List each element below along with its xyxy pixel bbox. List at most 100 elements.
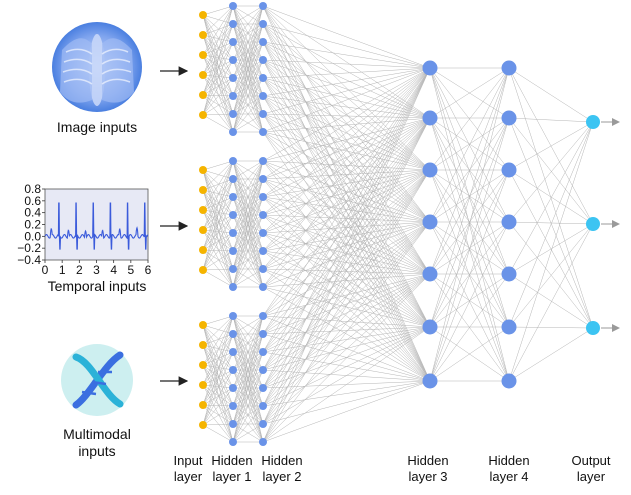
- edge: [232, 315, 264, 371]
- hidden-layer-3-label-1: Hidden: [407, 453, 448, 468]
- edge: [508, 223, 594, 275]
- y-tick-label: 0.6: [24, 194, 41, 208]
- edge: [232, 160, 264, 198]
- edge: [202, 333, 234, 406]
- edge: [262, 117, 431, 425]
- edge: [262, 169, 431, 371]
- edge: [262, 326, 431, 371]
- dna-helix-icon: [61, 344, 133, 416]
- hidden2-node: [259, 193, 267, 201]
- input-node: [199, 186, 207, 194]
- hidden2-node: [259, 438, 267, 446]
- edge: [429, 67, 510, 119]
- edge: [202, 424, 234, 443]
- edge: [232, 160, 264, 180]
- edge: [262, 67, 431, 407]
- edge: [262, 67, 431, 317]
- edge: [202, 5, 234, 96]
- input-node: [199, 381, 207, 389]
- edge: [202, 77, 234, 96]
- edge: [262, 117, 431, 133]
- edge: [202, 189, 234, 198]
- edge: [429, 326, 510, 382]
- edge: [202, 178, 234, 191]
- edge: [202, 41, 234, 56]
- edge: [262, 41, 431, 119]
- edge: [202, 324, 234, 425]
- edge: [202, 59, 234, 76]
- edge: [429, 117, 510, 171]
- edge: [262, 380, 431, 407]
- input-layer-label-2: layer: [174, 469, 203, 484]
- edge: [232, 113, 264, 133]
- hidden2-node: [259, 330, 267, 338]
- hidden4-node: [501, 214, 517, 230]
- output-node: [586, 321, 600, 335]
- edge: [202, 229, 234, 288]
- edge: [508, 169, 594, 225]
- edge: [262, 196, 431, 275]
- edge: [262, 169, 431, 234]
- input-node: [199, 51, 207, 59]
- edge: [232, 160, 264, 270]
- edge: [202, 169, 234, 288]
- edge: [262, 326, 431, 335]
- edge: [202, 364, 234, 371]
- input-arrows: [160, 66, 189, 386]
- edge: [202, 34, 234, 79]
- hidden-layer-4-label-1: Hidden: [488, 453, 529, 468]
- edge: [202, 209, 234, 288]
- edge: [262, 286, 431, 328]
- edge: [202, 160, 234, 211]
- edge: [202, 404, 234, 407]
- edge: [202, 209, 234, 234]
- output-node: [586, 217, 600, 231]
- edge: [232, 196, 264, 288]
- image-inputs-caption: Image inputs: [57, 119, 137, 135]
- edge: [202, 59, 234, 96]
- edge: [262, 23, 431, 171]
- edge: [232, 160, 264, 288]
- edge: [202, 229, 234, 252]
- hidden3-node: [422, 266, 438, 282]
- edge: [429, 117, 510, 328]
- edge: [262, 23, 431, 275]
- edge: [202, 315, 234, 426]
- edge: [202, 77, 234, 116]
- edge: [262, 178, 431, 275]
- hidden1-node: [229, 128, 237, 136]
- edge: [202, 34, 234, 61]
- hidden1-node: [229, 283, 237, 291]
- edge: [262, 326, 431, 425]
- edge: [508, 121, 594, 275]
- input-node: [199, 206, 207, 214]
- edge: [262, 41, 431, 223]
- y-tick-label: −0.2: [17, 241, 41, 255]
- hidden4-node: [501, 110, 517, 126]
- hidden1-node: [229, 384, 237, 392]
- edge: [262, 77, 431, 171]
- edge: [202, 351, 234, 406]
- hidden1-node: [229, 247, 237, 255]
- edge: [232, 41, 264, 133]
- input-node: [199, 321, 207, 329]
- hidden2-node: [259, 283, 267, 291]
- edge: [202, 169, 234, 180]
- edge: [202, 333, 234, 426]
- edge: [508, 326, 594, 329]
- edge: [262, 169, 431, 216]
- edge: [262, 67, 431, 371]
- edge: [202, 14, 234, 25]
- hidden2-node: [259, 92, 267, 100]
- edge: [262, 5, 431, 223]
- edge: [202, 232, 234, 271]
- x-tick-label: 2: [76, 263, 83, 277]
- x-tick-label: 4: [110, 263, 117, 277]
- edge: [429, 67, 510, 275]
- hidden3-node: [422, 214, 438, 230]
- hidden1-node: [229, 438, 237, 446]
- edge: [262, 59, 431, 275]
- edge: [202, 249, 234, 270]
- edge: [262, 326, 431, 353]
